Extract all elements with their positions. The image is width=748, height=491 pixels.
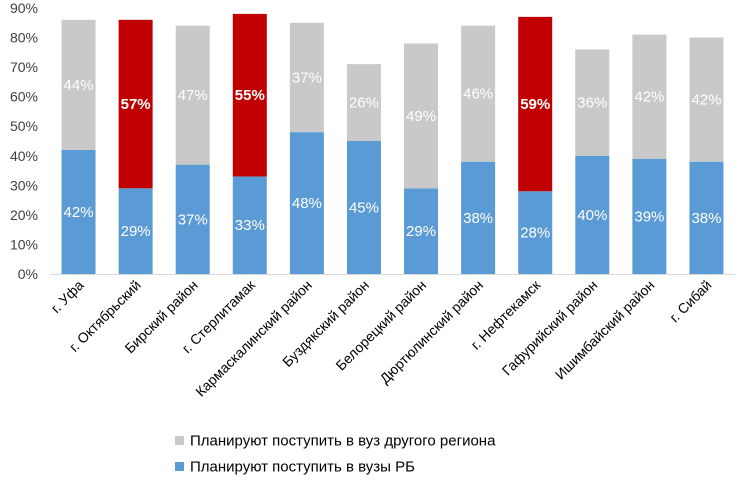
category-label: Кармаскалинский район <box>192 277 315 400</box>
bar-segment-other-region-highlighted <box>232 13 267 177</box>
bar-segment-other-region <box>61 19 96 150</box>
y-tick-label: 20% <box>10 207 38 223</box>
data-label: 55% <box>235 87 265 104</box>
data-label: 37% <box>178 211 208 228</box>
legend-swatch <box>175 436 184 445</box>
bar-segment-other-region-highlighted <box>118 19 153 189</box>
y-tick-label: 70% <box>10 59 38 75</box>
data-label: 29% <box>406 223 436 240</box>
bar-segment-rb <box>404 188 439 274</box>
bar-segment-other-region <box>175 25 210 165</box>
bar-segment-other-region <box>346 64 381 141</box>
data-label: 42% <box>64 204 94 221</box>
y-tick-label: 50% <box>10 118 38 134</box>
y-tick-label: 60% <box>10 89 38 105</box>
y-tick-label: 30% <box>10 177 38 193</box>
bar-segment-rb <box>61 149 96 274</box>
bar-segment-rb <box>632 158 667 274</box>
category-label: Ишимбайский район <box>552 277 658 383</box>
data-label: 47% <box>178 87 208 104</box>
bar-segment-rb <box>175 164 210 274</box>
bar-segment-rb <box>575 155 610 274</box>
legend: Планируют поступить в вуз другого регион… <box>175 433 496 476</box>
category-label: г. Уфа <box>48 277 87 316</box>
bar-segment-rb <box>689 161 724 274</box>
bar-segment-other-region <box>404 43 439 189</box>
bar-segment-rb <box>346 141 381 274</box>
data-label: 45% <box>349 200 379 217</box>
data-label: 38% <box>463 210 493 227</box>
data-label: 44% <box>64 77 94 94</box>
bar-segment-rb <box>232 176 267 274</box>
y-tick-label: 10% <box>10 236 38 252</box>
data-label: 38% <box>691 210 721 227</box>
data-label: 49% <box>406 108 436 125</box>
bar-segment-other-region-highlighted <box>518 16 553 192</box>
bar-segment-other-region <box>461 25 496 162</box>
data-label: 42% <box>634 89 664 106</box>
legend-label: Планируют поступить в вузы РБ <box>190 459 415 476</box>
bar-segment-rb <box>518 191 553 274</box>
y-axis: 0% 10% 20% 30% 40% 50% 60% 70% 80% 90% <box>10 0 735 282</box>
y-tick-label: 80% <box>10 30 38 46</box>
y-tick-label: 90% <box>10 0 38 16</box>
category-label: Гафурийский район <box>499 277 601 379</box>
data-label: 33% <box>235 217 265 234</box>
bars: 42% 44% 29% 57% 37% 47% 33% 55% 48% 37% 45% 26% 29% 4… <box>61 13 724 274</box>
bar-segment-rb <box>289 132 324 274</box>
bar-segment-other-region <box>632 34 667 159</box>
data-label: 48% <box>292 195 322 212</box>
legend-label: Планируют поступить в вуз другого регион… <box>190 433 496 450</box>
data-label: 29% <box>121 223 151 240</box>
data-label: 46% <box>463 86 493 103</box>
data-label: 26% <box>349 95 379 112</box>
legend-swatch <box>175 462 184 471</box>
bar-segment-other-region <box>575 49 610 156</box>
category-label: г. Сибай <box>666 277 714 325</box>
data-label: 36% <box>577 95 607 112</box>
data-label: 59% <box>520 96 550 113</box>
data-label: 40% <box>577 207 607 224</box>
bar-segment-other-region <box>689 37 724 162</box>
data-label: 39% <box>634 208 664 225</box>
y-tick-label: 40% <box>10 148 38 164</box>
bar-segment-other-region <box>289 22 324 133</box>
data-label: 57% <box>121 96 151 113</box>
bar-segment-rb <box>461 161 496 274</box>
bar-segment-rb <box>118 188 153 274</box>
data-label: 28% <box>520 225 550 242</box>
data-label: 37% <box>292 69 322 86</box>
category-label: Дюртюлинский район <box>376 277 486 387</box>
data-label: 42% <box>691 92 721 109</box>
y-tick-label: 0% <box>18 266 38 282</box>
